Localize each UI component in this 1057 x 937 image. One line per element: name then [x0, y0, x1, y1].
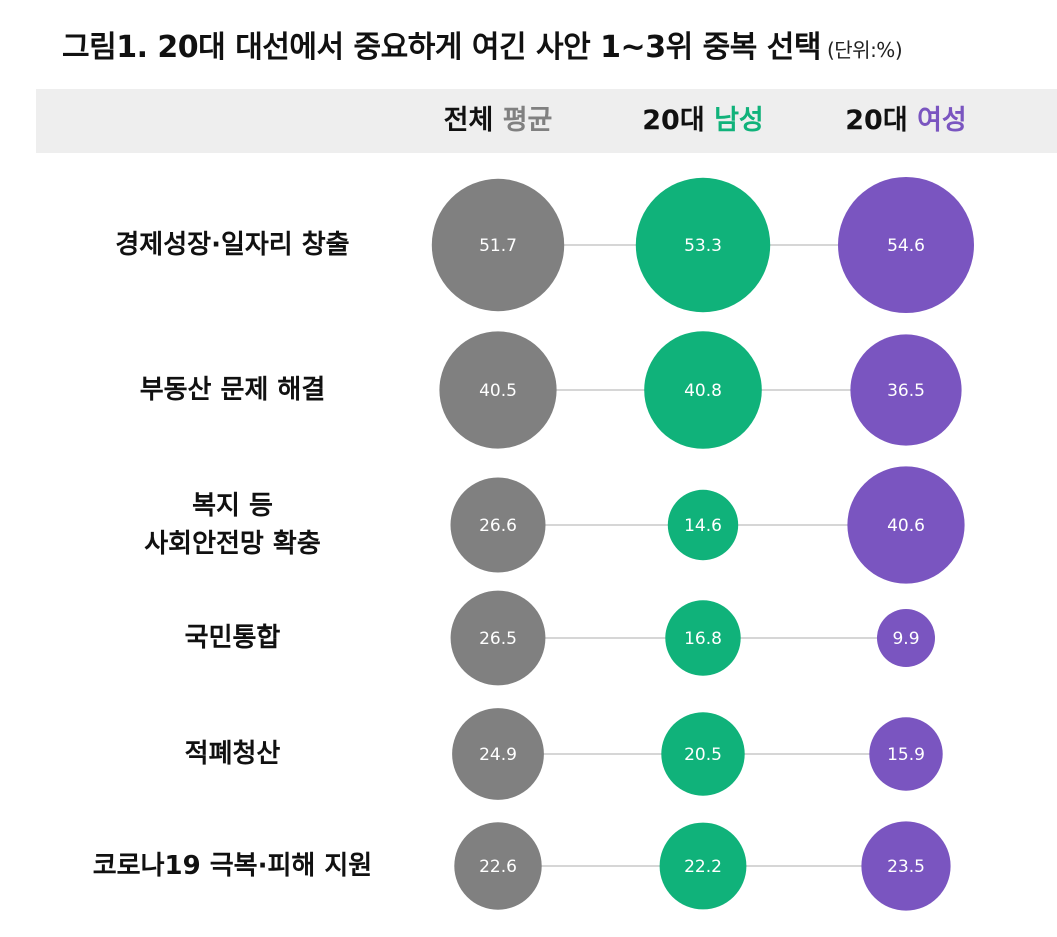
bubble-male: [659, 822, 747, 910]
bubble-all: [450, 477, 546, 573]
column-header-female: 20대 여성: [845, 89, 967, 153]
bubble-value-label: 51.7: [479, 236, 517, 256]
bubble-value-label: 26.5: [479, 629, 517, 649]
column-header-all: 전체 평균: [444, 89, 553, 153]
row-label-line: 부동산 문제 해결: [139, 375, 326, 405]
bubble-male: [667, 489, 739, 561]
bubble-male: [665, 600, 741, 676]
bubble-all: [454, 822, 542, 910]
row-label-0: 경제성장·일자리 창출: [75, 226, 390, 264]
row-label-3: 국민통합: [75, 619, 390, 657]
bubble-all: [431, 178, 565, 312]
bubble-female: [877, 609, 935, 667]
column-header-prefix: 20대: [642, 105, 715, 136]
bubble-all: [452, 708, 544, 800]
bubble-value-label: 15.9: [887, 745, 925, 765]
column-header-highlight: 평균: [502, 105, 553, 136]
chart-title: 그림1. 20대 대선에서 중요하게 여긴 사안 1~3위 중복 선택 (단위:%…: [62, 22, 903, 66]
bubble-male: [644, 331, 762, 449]
column-header-band: [36, 89, 1057, 153]
row-label-line: 경제성장·일자리 창출: [115, 230, 350, 260]
bubble-female: [838, 177, 974, 313]
bubble-value-label: 40.6: [887, 516, 925, 536]
bubble-female: [847, 466, 965, 584]
column-header-male: 20대 남성: [642, 89, 764, 153]
row-label-line: 국민통합: [184, 623, 281, 653]
row-label-line: 사회안전망 확충: [144, 529, 321, 559]
row-label-line: 적폐청산: [184, 739, 281, 769]
bubble-value-label: 36.5: [887, 381, 925, 401]
column-header-highlight: 남성: [714, 105, 764, 136]
bubble-value-label: 40.8: [684, 381, 722, 401]
bubble-value-label: 26.6: [479, 516, 517, 536]
bubble-value-label: 53.3: [684, 236, 722, 256]
row-label-4: 적폐청산: [75, 735, 390, 773]
row-label-5: 코로나19 극복·피해 지원: [75, 847, 390, 885]
bubble-female: [850, 334, 962, 446]
bubble-value-label: 20.5: [684, 745, 722, 765]
bubble-value-label: 54.6: [887, 236, 925, 256]
bubble-female: [869, 717, 943, 791]
bubble-male: [635, 177, 771, 313]
bubble-value-label: 24.9: [479, 745, 517, 765]
bubble-male: [661, 712, 745, 796]
bubble-value-label: 23.5: [887, 857, 925, 877]
bubble-value-label: 40.5: [479, 381, 517, 401]
row-label-line: 코로나19 극복·피해 지원: [92, 851, 373, 881]
bubble-value-label: 22.2: [684, 857, 722, 877]
bubble-value-label: 9.9: [892, 629, 919, 649]
column-header-prefix: 전체: [443, 105, 503, 136]
bubble-value-label: 22.6: [479, 857, 517, 877]
bubble-female: [861, 821, 951, 911]
bubble-value-label: 14.6: [684, 516, 722, 536]
chart-unit: (단위:%): [826, 38, 903, 62]
row-label-line: 복지 등: [192, 491, 273, 521]
column-header-prefix: 20대: [845, 105, 918, 136]
bubble-value-label: 16.8: [684, 629, 722, 649]
bubble-all: [450, 590, 546, 686]
column-header-highlight: 여성: [917, 105, 967, 136]
chart-title-text: 그림1. 20대 대선에서 중요하게 여긴 사안 1~3위 중복 선택: [62, 30, 821, 65]
row-label-1: 부동산 문제 해결: [75, 371, 390, 409]
bubble-all: [439, 331, 557, 449]
